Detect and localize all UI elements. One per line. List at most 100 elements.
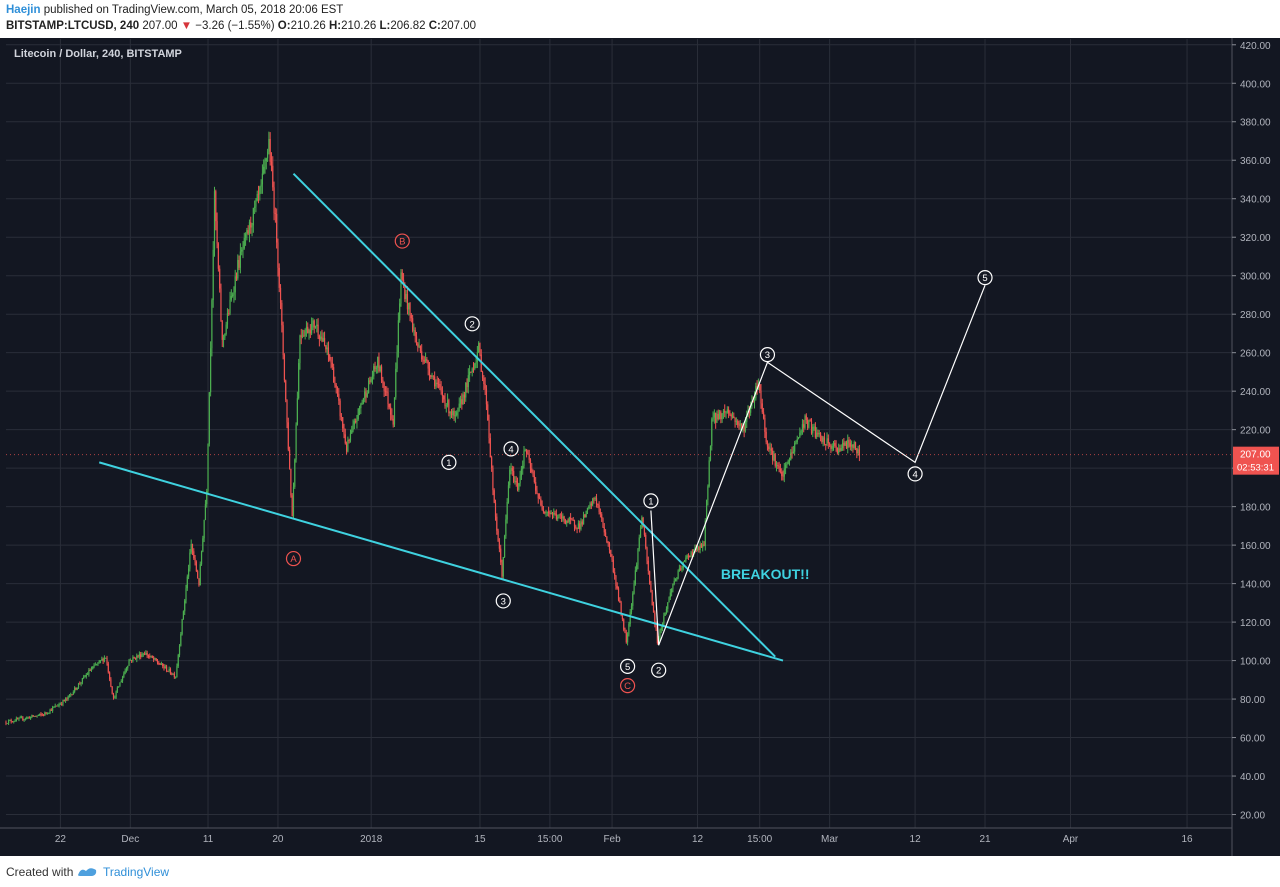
wave-label-impulse[interactable]: 3 <box>759 347 776 363</box>
candle-body <box>298 363 300 399</box>
candle-body <box>489 438 491 458</box>
candle-body <box>418 345 420 347</box>
candle-body <box>615 575 617 587</box>
candle-body <box>66 698 68 700</box>
candle-body <box>603 527 605 533</box>
candle-body <box>228 313 230 315</box>
wave-label-corrective[interactable]: B <box>394 233 410 249</box>
candle-body <box>466 382 468 388</box>
candle-body <box>46 713 49 714</box>
candle-body <box>753 398 756 403</box>
breakout-annotation[interactable]: BREAKOUT!! <box>721 566 810 582</box>
candle-body <box>221 321 223 340</box>
candle-body <box>272 165 274 188</box>
candle-body <box>63 700 65 701</box>
candle-body <box>847 439 849 449</box>
wave-projection-path[interactable] <box>650 285 986 646</box>
wave-label-impulse[interactable]: 5 <box>977 270 993 286</box>
candle-body <box>309 330 311 334</box>
candle-body <box>251 225 253 228</box>
candle-body <box>285 380 287 400</box>
candle-body <box>705 500 708 521</box>
candle-body <box>124 670 126 674</box>
candle-body <box>775 465 778 466</box>
candle-body <box>634 570 636 585</box>
candle-body <box>424 358 427 362</box>
candle-body <box>620 602 622 614</box>
candle-body <box>116 687 118 692</box>
candle-body <box>505 519 507 536</box>
wave-label-circle <box>759 347 776 363</box>
price-chart[interactable]: 20.00 40.00 60.00 80.00 100.00 120.00 140.00 16… <box>0 38 1280 856</box>
chart-area[interactable]: 20.00 40.00 60.00 80.00 100.00 120.00 140.00 16… <box>0 38 1280 856</box>
wave-label-corrective[interactable]: A <box>285 550 302 567</box>
x-tick-label: 11 <box>203 834 214 845</box>
candle-body <box>48 712 50 714</box>
candle-body <box>155 658 157 661</box>
candle-body <box>571 519 573 521</box>
candle-body <box>176 666 178 677</box>
candle-body <box>594 498 596 500</box>
candle-body <box>715 413 717 423</box>
candle-body <box>216 221 218 244</box>
candle-body <box>524 450 526 452</box>
candle-body <box>507 485 510 502</box>
wave-label-impulse[interactable]: 2 <box>651 662 667 678</box>
wave-label-impulse[interactable]: 4 <box>503 441 519 457</box>
candle-body <box>384 390 387 392</box>
candle-body <box>669 592 671 598</box>
candle-body <box>415 336 418 344</box>
candle-body <box>255 200 257 207</box>
candle-body <box>479 342 481 355</box>
tradingview-brand[interactable]: TradingView <box>103 865 170 879</box>
candle-body <box>444 399 446 407</box>
wave-label-text: 2 <box>656 666 661 677</box>
candle-body <box>336 387 339 394</box>
candle-body <box>143 654 146 656</box>
wave-label-impulse[interactable]: 1 <box>441 454 457 470</box>
candle-body <box>509 469 511 486</box>
candle-body <box>277 242 279 268</box>
wave-label-impulse[interactable]: 5 <box>619 658 636 674</box>
candle-body <box>435 382 437 387</box>
candle-body <box>31 715 33 717</box>
candle-body <box>627 634 629 643</box>
candle-body <box>643 527 646 535</box>
wave-label-corrective[interactable]: C <box>619 677 636 694</box>
candle-body <box>813 426 815 428</box>
candle-body <box>94 664 96 666</box>
wave-label-impulse[interactable]: 2 <box>464 316 480 332</box>
candle-body <box>550 512 552 515</box>
candle-body <box>557 517 559 519</box>
candle-body <box>602 518 604 528</box>
lower-trendline[interactable] <box>98 461 784 662</box>
candle-body <box>137 655 139 657</box>
wave-label-impulse[interactable]: 4 <box>907 466 923 482</box>
author-name[interactable]: Haejin <box>6 4 41 16</box>
candle-body <box>572 520 574 522</box>
candle-body <box>17 718 19 720</box>
wave-label-impulse[interactable]: 3 <box>495 593 511 609</box>
candle-body <box>15 718 17 722</box>
candle-body <box>242 248 244 250</box>
wave-label-impulse[interactable]: 1 <box>643 493 659 509</box>
candle-body <box>501 562 503 577</box>
candle-body <box>791 452 793 454</box>
candle-body <box>555 514 557 519</box>
candle-body <box>853 442 855 448</box>
candle-body <box>672 583 674 589</box>
candle-body <box>659 629 661 640</box>
candle-body <box>597 504 599 506</box>
candle-body <box>769 448 771 450</box>
y-tick-label: 140.00 <box>1240 580 1271 591</box>
candle-body <box>611 556 613 560</box>
candle-body <box>567 520 569 522</box>
y-tick-label: 60.00 <box>1240 734 1265 745</box>
candle-body <box>74 687 76 693</box>
upper-trendline[interactable] <box>292 173 776 658</box>
candle-body <box>76 687 78 690</box>
candle-body <box>283 354 286 381</box>
candle-body <box>629 612 631 624</box>
y-tick-label: 20.00 <box>1240 811 1265 822</box>
candle-body <box>67 695 69 699</box>
